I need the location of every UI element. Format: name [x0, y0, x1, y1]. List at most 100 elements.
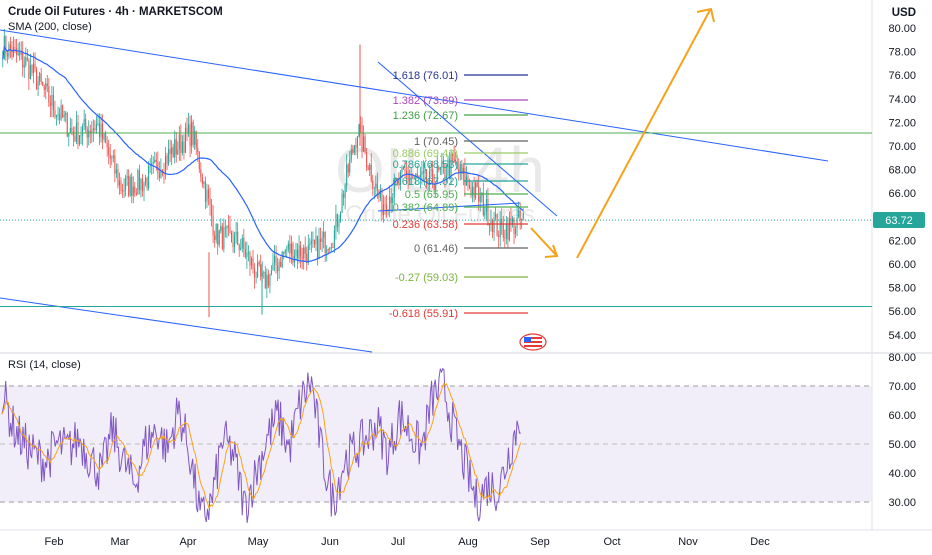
rsi-legend[interactable]: RSI (14, close) — [8, 359, 81, 371]
fib-level-label: 0.886 (69.43) — [393, 148, 458, 160]
candle-body — [254, 268, 256, 278]
rsi-tick-label: 80.00 — [888, 352, 916, 364]
candle-body — [203, 181, 205, 185]
sma-layer — [2, 45, 524, 263]
candle-body — [171, 147, 173, 154]
rsi-tick-label: 60.00 — [888, 410, 916, 422]
candle-body — [453, 156, 455, 163]
price-scale[interactable]: 80.00 78.00 76.00 74.00 72.00 70.00 68.00 66.00… — [888, 23, 916, 342]
candle-body — [189, 124, 191, 147]
candle-body — [221, 226, 223, 249]
candle-body — [25, 57, 27, 66]
candle-body — [438, 166, 440, 170]
price-tick-label: 58.00 — [888, 283, 916, 295]
last-price-value: 63.72 — [885, 215, 913, 227]
candle-body — [138, 170, 140, 190]
rsi-layer — [1, 367, 522, 523]
fibonacci-layer[interactable]: 1.618 (76.01) 1.382 (73.89) 1.236 (72.67) 1… — [389, 70, 528, 320]
candle-body — [366, 152, 368, 168]
forecast-down-arrowhead — [544, 244, 559, 258]
candle-body — [200, 169, 202, 178]
candle-body — [323, 231, 325, 238]
time-tick-label: May — [248, 536, 269, 548]
currency-label[interactable]: USD — [892, 7, 916, 19]
candle-body — [244, 249, 246, 258]
candle-body — [427, 183, 429, 185]
candle-body — [511, 218, 514, 224]
rsi-scale[interactable]: 80.00 70.00 60.00 50.00 40.00 30.00 — [888, 352, 916, 509]
sma-legend[interactable]: SMA (200, close) — [8, 21, 92, 33]
candle-body — [303, 247, 305, 259]
candle-body — [482, 192, 484, 215]
chart-title[interactable]: Crude Oil Futures · 4h · MARKETSCOM — [8, 6, 223, 18]
candle-body — [82, 126, 84, 136]
fib-level-label: 1.236 (72.67) — [393, 110, 458, 122]
candle-body — [252, 258, 254, 269]
candle-body — [157, 161, 159, 173]
candle-body — [416, 173, 418, 176]
candle-body — [273, 255, 276, 263]
candle-body — [430, 169, 432, 172]
candle-body — [126, 175, 128, 179]
flag-trendline[interactable] — [377, 202, 521, 212]
candle-body — [98, 123, 101, 138]
candle-body — [439, 167, 441, 170]
candle-body — [493, 217, 495, 233]
candle-body — [20, 51, 22, 55]
candle-body — [522, 212, 524, 219]
drawings-layer[interactable] — [0, 7, 872, 353]
candle-body — [367, 167, 369, 170]
price-tick-label: 80.00 — [888, 23, 916, 35]
candle-body — [266, 274, 268, 289]
candle-body — [369, 164, 371, 170]
candle-body — [128, 175, 130, 196]
candle-body — [89, 130, 91, 134]
candle-body — [425, 169, 428, 185]
candle-body — [206, 189, 208, 202]
upper-channel-trendline[interactable] — [0, 29, 829, 162]
candle-body — [186, 127, 188, 134]
candle-body — [275, 255, 277, 266]
price-tick-label: 66.00 — [888, 188, 916, 200]
rsi-tick-label: 50.00 — [888, 439, 916, 451]
candle-body — [106, 143, 108, 148]
candle-body — [272, 262, 274, 271]
candle-body — [238, 244, 240, 250]
price-tick-label: 76.00 — [888, 70, 916, 82]
time-tick-label: Jun — [321, 536, 339, 548]
candle-body — [490, 219, 492, 225]
candle-body — [390, 196, 392, 204]
forecast-up-arrow[interactable] — [576, 9, 711, 259]
candle-body — [300, 245, 302, 257]
candle-body — [498, 235, 500, 237]
candle-body — [277, 265, 279, 272]
candle-body — [183, 141, 185, 153]
sma-line — [2, 45, 524, 263]
candle-body — [250, 258, 253, 266]
candle-body — [309, 243, 311, 245]
descending-trendline[interactable] — [377, 61, 558, 217]
candle-body — [422, 171, 424, 173]
lower-channel-trendline[interactable] — [0, 297, 373, 353]
time-axis[interactable]: Feb Mar Apr May Jun Jul Aug Sep Oct Nov Dec — [45, 536, 771, 548]
candle-body — [34, 63, 36, 70]
candle-body — [149, 165, 151, 167]
candle-body — [398, 178, 400, 185]
forecast-down-arrow[interactable] — [530, 227, 558, 257]
candle-body — [349, 159, 351, 173]
candle-body — [26, 57, 28, 60]
candle-body — [95, 124, 97, 131]
candle-body — [80, 135, 82, 137]
candle-body — [458, 168, 460, 174]
candle-body — [54, 110, 56, 118]
candle-body — [473, 186, 475, 198]
candle-body — [402, 167, 405, 170]
candle-body — [175, 139, 177, 155]
us-flag-icon[interactable] — [519, 333, 547, 351]
candle-body — [329, 247, 331, 250]
rsi-line — [1, 367, 521, 523]
candle-body — [379, 189, 381, 198]
candle-body — [177, 149, 179, 155]
candle-body — [114, 155, 116, 174]
